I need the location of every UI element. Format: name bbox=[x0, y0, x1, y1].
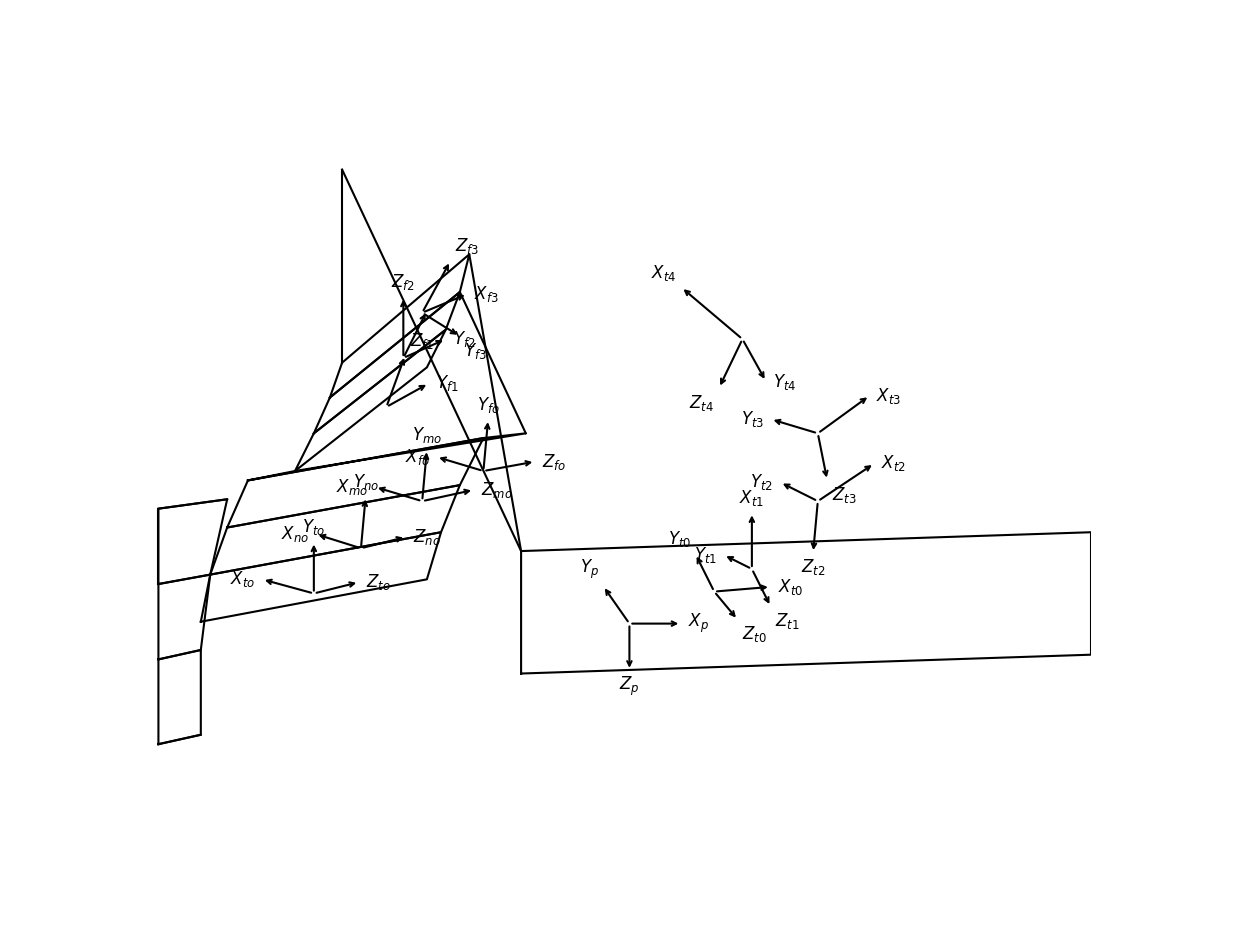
Text: $X_{t4}$: $X_{t4}$ bbox=[651, 263, 677, 283]
Text: $Z_{t3}$: $Z_{t3}$ bbox=[832, 485, 857, 505]
Text: $Y_{t1}$: $Y_{t1}$ bbox=[693, 544, 717, 565]
Text: $X_{t2}$: $X_{t2}$ bbox=[882, 453, 906, 474]
Text: $Z_{f1}$: $Z_{f1}$ bbox=[409, 331, 434, 350]
Text: $Z_{no}$: $Z_{no}$ bbox=[413, 527, 440, 547]
Text: $Z_{t4}$: $Z_{t4}$ bbox=[689, 393, 714, 413]
Text: $X_p$: $X_p$ bbox=[688, 612, 709, 635]
Text: $Z_{mo}$: $Z_{mo}$ bbox=[481, 479, 512, 500]
Text: $X_{fo}$: $X_{fo}$ bbox=[404, 447, 429, 467]
Text: $Y_{mo}$: $Y_{mo}$ bbox=[412, 425, 441, 445]
Text: $Y_{no}$: $Y_{no}$ bbox=[352, 472, 378, 492]
Text: $Z_{to}$: $Z_{to}$ bbox=[366, 572, 391, 593]
Text: $Y_{f3}$: $Y_{f3}$ bbox=[465, 341, 487, 361]
Text: $Y_{fo}$: $Y_{fo}$ bbox=[476, 395, 500, 414]
Text: $Y_{t3}$: $Y_{t3}$ bbox=[740, 409, 764, 430]
Text: $X_{t3}$: $X_{t3}$ bbox=[877, 385, 901, 406]
Text: $X_{f3}$: $X_{f3}$ bbox=[474, 284, 498, 304]
Text: $Z_{f2}$: $Z_{f2}$ bbox=[392, 272, 415, 292]
Text: $Z_{t0}$: $Z_{t0}$ bbox=[743, 625, 768, 644]
Text: $Y_{t2}$: $Y_{t2}$ bbox=[750, 472, 774, 493]
Text: $X_{t0}$: $X_{t0}$ bbox=[777, 577, 802, 597]
Text: $Z_p$: $Z_p$ bbox=[619, 675, 640, 698]
Text: $Z_{fo}$: $Z_{fo}$ bbox=[542, 451, 567, 472]
Text: $X_{mo}$: $X_{mo}$ bbox=[336, 477, 368, 497]
Text: $Y_{f1}$: $Y_{f1}$ bbox=[435, 373, 459, 394]
Text: $Y_{f2}$: $Y_{f2}$ bbox=[453, 329, 475, 349]
Text: $X_{to}$: $X_{to}$ bbox=[229, 569, 255, 590]
Text: $Y_{t4}$: $Y_{t4}$ bbox=[773, 371, 796, 392]
Text: $Z_{t1}$: $Z_{t1}$ bbox=[775, 611, 800, 631]
Text: $Z_{f3}$: $Z_{f3}$ bbox=[455, 236, 480, 256]
Text: $Y_{to}$: $Y_{to}$ bbox=[303, 517, 325, 537]
Text: $X_{t1}$: $X_{t1}$ bbox=[739, 488, 764, 508]
Text: $Y_{t0}$: $Y_{t0}$ bbox=[667, 529, 691, 549]
Text: $Z_{t2}$: $Z_{t2}$ bbox=[801, 558, 826, 577]
Text: $X_{no}$: $X_{no}$ bbox=[281, 524, 309, 544]
Text: $Y_p$: $Y_p$ bbox=[579, 559, 599, 581]
